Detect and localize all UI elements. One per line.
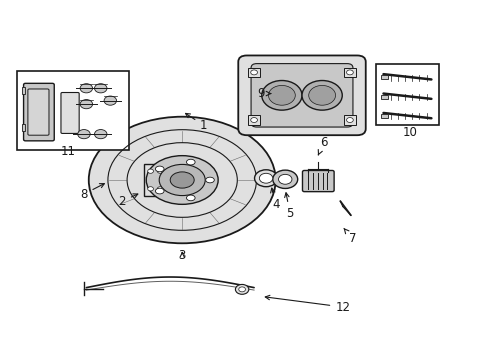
FancyBboxPatch shape: [61, 93, 79, 134]
Ellipse shape: [186, 195, 195, 201]
Bar: [21, 124, 25, 131]
Circle shape: [261, 81, 302, 110]
Circle shape: [308, 85, 335, 105]
Bar: [380, 114, 387, 118]
Ellipse shape: [146, 156, 218, 204]
Bar: [380, 75, 387, 80]
Circle shape: [157, 169, 163, 173]
Circle shape: [94, 130, 107, 139]
Ellipse shape: [159, 165, 205, 195]
Circle shape: [250, 70, 257, 75]
Text: 7: 7: [343, 228, 355, 245]
Ellipse shape: [170, 172, 194, 188]
Text: 8: 8: [80, 184, 104, 201]
Text: 5: 5: [284, 193, 293, 220]
Ellipse shape: [205, 177, 214, 183]
Text: 12: 12: [264, 295, 349, 314]
Circle shape: [238, 287, 245, 292]
Bar: [376, 64, 438, 125]
Text: 10: 10: [402, 126, 416, 139]
Circle shape: [80, 100, 92, 109]
Text: 9: 9: [257, 87, 270, 100]
Ellipse shape: [155, 166, 163, 172]
Circle shape: [94, 84, 107, 93]
Circle shape: [80, 84, 92, 93]
Text: 11: 11: [61, 145, 76, 158]
Text: 1: 1: [185, 113, 207, 132]
Circle shape: [147, 187, 153, 191]
FancyBboxPatch shape: [302, 171, 333, 192]
Ellipse shape: [186, 159, 195, 165]
Circle shape: [302, 81, 342, 110]
Text: 2: 2: [118, 194, 138, 208]
Circle shape: [272, 170, 297, 189]
Circle shape: [254, 170, 277, 187]
Bar: [380, 95, 387, 99]
Bar: [21, 87, 25, 94]
Ellipse shape: [155, 188, 163, 194]
Bar: [247, 116, 260, 125]
Circle shape: [250, 118, 257, 122]
Ellipse shape: [88, 117, 275, 243]
Ellipse shape: [127, 143, 237, 217]
Bar: [143, 164, 171, 196]
Bar: [343, 116, 355, 125]
Bar: [247, 68, 260, 77]
Text: 3: 3: [178, 249, 185, 262]
Bar: [17, 71, 129, 150]
Circle shape: [235, 284, 248, 294]
Text: 6: 6: [318, 136, 326, 155]
Circle shape: [157, 187, 163, 191]
Circle shape: [268, 85, 295, 105]
Circle shape: [104, 96, 116, 105]
FancyBboxPatch shape: [23, 83, 54, 141]
FancyBboxPatch shape: [28, 89, 49, 135]
Bar: [343, 68, 355, 77]
FancyBboxPatch shape: [238, 55, 365, 135]
Circle shape: [78, 130, 90, 139]
Circle shape: [278, 174, 291, 184]
Circle shape: [346, 70, 352, 75]
FancyBboxPatch shape: [250, 64, 352, 127]
Circle shape: [259, 173, 272, 183]
Circle shape: [147, 169, 153, 173]
Text: 4: 4: [270, 188, 279, 211]
Circle shape: [346, 118, 352, 122]
